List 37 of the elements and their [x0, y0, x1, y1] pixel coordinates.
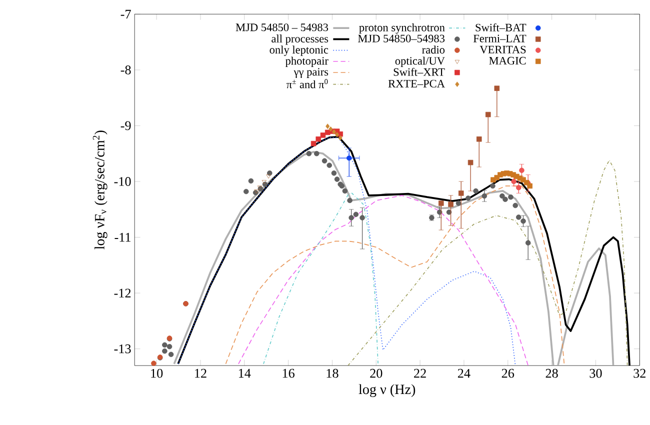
legend-label: RXTE–PCA — [388, 80, 445, 88]
legend-label: π$^{±}$ and π$^{0}$ — [286, 79, 328, 88]
legend-label: MAGIC — [489, 56, 526, 65]
y-tick-label: -11 — [114, 232, 131, 242]
legend-label: Swift–XRT — [394, 68, 445, 76]
x-tick-label: 14 — [238, 368, 251, 378]
legend-label: MJD 54850 – 54983 — [236, 24, 328, 32]
legend-label: only leptonic — [270, 46, 328, 56]
x-tick-label: 18 — [326, 368, 338, 378]
x-tick-label: 28 — [546, 368, 558, 378]
legend-label: optical/UV — [395, 56, 445, 67]
y-tick-label: -12 — [114, 288, 131, 298]
legend-label: radio — [422, 46, 445, 54]
legend-label: Fermi–LAT — [473, 34, 526, 42]
y-tick-label: -13 — [114, 344, 131, 354]
y-axis-title: log νF$_{ν}$ (erg/sec/cm$^{2}$) — [92, 130, 108, 250]
y-tick-label: -7 — [120, 10, 131, 18]
legend-label: photopair — [285, 56, 328, 67]
legend-label: MJD 54850–54983 — [358, 34, 445, 42]
y-tick-label: -8 — [120, 66, 131, 74]
y-tick-label: -10 — [114, 177, 131, 186]
x-tick-label: 20 — [370, 368, 382, 378]
x-tick-label: 22 — [414, 368, 426, 378]
y-tick-label: -9 — [120, 121, 131, 130]
x-tick-label: 16 — [282, 368, 294, 378]
x-tick-label: 30 — [590, 368, 602, 378]
legend-label: proton synchrotron — [359, 23, 445, 34]
x-tick-label: 24 — [458, 368, 470, 378]
x-tick-label: 26 — [502, 368, 514, 378]
legend-label: VERITAS — [480, 46, 526, 54]
x-axis-title: log ν (Hz) — [358, 384, 416, 398]
legend-label: all processes — [272, 34, 328, 45]
x-tick-label: 32 — [634, 368, 646, 378]
legend-label: Swift–BAT — [476, 23, 526, 32]
x-tick-label: 12 — [195, 368, 206, 378]
legend-label: γγ pairs — [294, 68, 328, 78]
x-tick-label: 10 — [151, 368, 163, 378]
